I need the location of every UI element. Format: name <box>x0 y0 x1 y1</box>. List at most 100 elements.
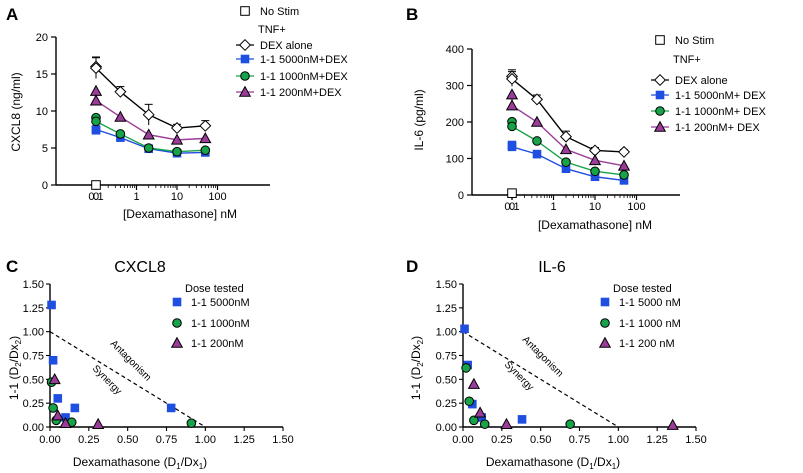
panel-a-legend-marker <box>240 71 250 81</box>
panel-b-point-triangle <box>505 88 519 100</box>
panel-a-ytick-label: 5 <box>42 143 48 155</box>
panel-b-legend-marker-nostim <box>655 35 665 45</box>
panel-b-point-diamond <box>618 145 631 158</box>
panel-a-point-triangle <box>89 94 103 106</box>
panel-c-synergy-label: Synergy <box>90 363 124 397</box>
panel-a-point-diamond <box>114 85 127 98</box>
panel-a-legend-label: 1-1 200nM+DEX <box>260 87 342 99</box>
panel-d-additivity-line <box>462 331 619 428</box>
panel-c-legend-label: 1-1 1000nM <box>191 318 250 330</box>
panel-c-xtick-label: 1.00 <box>195 434 216 446</box>
panel-a-point-circle <box>143 143 154 153</box>
panel-a-legend-label: 1-1 5000nM+DEX <box>260 54 348 66</box>
panel-c-ytick-label: 1.25 <box>23 303 44 315</box>
panel-a-point-diamond <box>89 62 103 75</box>
panel-d-legend-label: 1-1 200 nM <box>619 338 675 350</box>
panel-c-point-triangle <box>48 372 61 385</box>
panel-d-ytick-label: 0.25 <box>436 398 457 410</box>
panel-d-synergy-label: Synergy <box>502 359 536 393</box>
panel-b-point-square <box>532 149 542 159</box>
panel-a-point-circle <box>172 146 182 157</box>
panel-a-point-triangle <box>142 128 155 140</box>
panel-d-point-triangle <box>666 418 679 430</box>
panel-a-ytick-label: 10 <box>36 106 48 118</box>
panel-b-point-diamond <box>530 93 543 106</box>
panel-c-xtick-label: 0.25 <box>78 434 99 446</box>
panel-a-xtick-label: 100 <box>208 191 226 203</box>
panel-c-point-square <box>47 300 56 310</box>
panel-c-legend-title: Dose tested <box>185 283 244 295</box>
panel-b-ytick-label: 400 <box>446 44 464 56</box>
panel-label-d: D <box>406 257 418 276</box>
panel-c-legend-marker <box>170 336 184 348</box>
panel-d-legend-marker <box>600 318 610 328</box>
panel-b-point-diamond <box>559 130 572 143</box>
panel-b-legend-marker <box>655 106 665 116</box>
panel-a-point-triangle <box>89 84 103 96</box>
panel-d-ylabel: 1-1 (D2/Dx2) <box>409 336 425 400</box>
panel-c-legend-marker <box>172 297 182 307</box>
panel-d-ytick-label: 1.00 <box>436 327 457 339</box>
panel-c-ytick-label: 0.00 <box>23 422 44 434</box>
panel-b-point-circle <box>532 136 542 146</box>
panel-b-point-circle <box>590 166 600 177</box>
panel-a-point-square <box>91 125 101 134</box>
panel-b-series-line-0 <box>511 76 625 153</box>
panel-a-point-diamond <box>170 122 184 135</box>
panel-c-title: CXCL8 <box>114 259 166 276</box>
panel-b-point-triangle <box>588 153 602 166</box>
panel-a-legend-marker-nostim <box>240 6 250 16</box>
panel-d-title: IL-6 <box>538 259 566 276</box>
panel-c-xtick-label: 1.50 <box>272 434 293 446</box>
panel-label-b: B <box>406 5 418 24</box>
panel-a-point-circle <box>115 129 126 139</box>
panel-a-legend-label: DEX alone <box>260 40 313 52</box>
panel-a-ylabel: CXCL8 (ng/ml) <box>9 72 23 151</box>
panel-b-xtick-label: 0.1 <box>504 201 519 213</box>
panel-c-point-circle <box>186 418 197 428</box>
panel-c-point-square <box>53 394 63 403</box>
panel-a-point-triangle <box>199 132 212 144</box>
panel-b-nostim-point <box>507 188 517 198</box>
panel-a-series-line-0 <box>95 66 206 129</box>
panel-c-ytick-label: 1.00 <box>23 327 44 339</box>
panel-a-nostim-point <box>91 180 101 190</box>
panel-c-point-square <box>48 355 58 365</box>
panel-c-legend-label: 1-1 5000nM <box>191 297 250 309</box>
panel-a-legend-marker <box>238 38 252 52</box>
panel-c-ytick-label: 0.50 <box>23 374 44 386</box>
panel-b-legend-label: DEX alone <box>675 75 728 87</box>
panel-d-point-circle <box>469 415 479 426</box>
panel-a-legend-label: 1-1 1000nM+DEX <box>260 71 348 83</box>
panel-c-point-triangle <box>92 417 105 429</box>
panel-d-xtick-label: 0.50 <box>530 434 551 446</box>
panel-d-point-triangle <box>500 417 513 429</box>
panel-a-ytick-label: 0 <box>42 180 48 192</box>
panel-d-ytick-label: 1.25 <box>436 303 457 315</box>
panel-c-point-triangle <box>59 416 72 428</box>
panel-d-ytick-label: 0.75 <box>436 351 457 363</box>
panel-c-point-square <box>166 403 176 413</box>
panel-d-legend-label: 1-1 5000 nM <box>619 297 681 309</box>
panel-c-legend-marker <box>172 318 182 328</box>
panel-a-point-circle <box>200 145 211 156</box>
panel-b-xtick-label: 100 <box>627 201 645 213</box>
panel-d-legend-marker <box>598 336 612 348</box>
panel-c-ytick-label: 0.25 <box>23 398 44 410</box>
panel-d-ytick-label: 1.50 <box>436 279 457 291</box>
panel-c-point-circle <box>48 403 58 413</box>
panel-c-point-square <box>70 403 80 413</box>
panel-d-xtick-label: 1.00 <box>608 434 629 446</box>
panel-d-antagonism-label: Antagonism <box>520 334 565 379</box>
panel-b-point-triangle <box>617 159 631 171</box>
panel-b-legend-label: 1-1 5000nM+ DEX <box>675 90 766 102</box>
panel-d-xtick-label: 1.50 <box>685 434 706 446</box>
panel-d-point-circle <box>461 363 471 373</box>
panel-d-point-triangle <box>467 377 481 389</box>
panel-b-point-circle <box>507 121 517 132</box>
panel-b-point-triangle <box>505 99 519 111</box>
panel-d-xtick-label: 0.00 <box>452 434 473 446</box>
panel-d-point-circle <box>565 419 575 429</box>
